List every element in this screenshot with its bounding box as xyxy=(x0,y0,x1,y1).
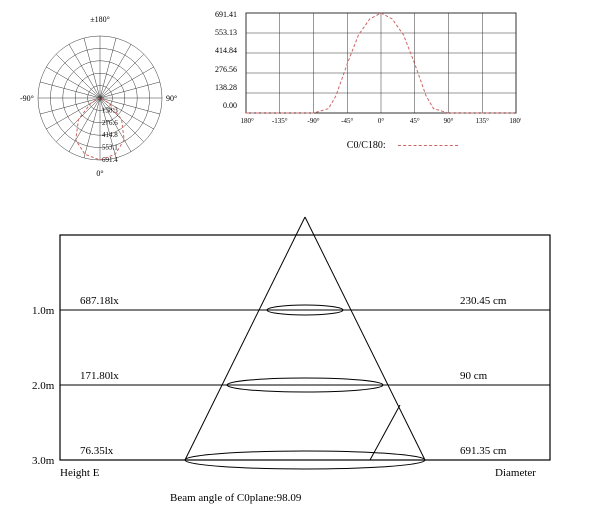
legend-label: C0/C180: xyxy=(347,140,386,151)
cone-diagram: 1.0m 687.18lx 230.45 cm 2.0m 171.80lx 90 cm 3.… xyxy=(30,210,570,504)
svg-text:138.3: 138.3 xyxy=(102,106,118,114)
svg-text:3.0m: 3.0m xyxy=(32,455,55,467)
svg-text:276.6: 276.6 xyxy=(102,119,118,127)
svg-text:171.80lx: 171.80lx xyxy=(80,370,119,382)
svg-text:45°: 45° xyxy=(410,117,420,125)
svg-text:0°: 0° xyxy=(96,169,103,178)
svg-text:90 cm: 90 cm xyxy=(460,370,488,382)
beam-angle-label: Beam angle of C0plane:98.09 xyxy=(170,492,570,504)
svg-text:-180°: -180° xyxy=(241,117,254,125)
svg-text:-45°: -45° xyxy=(341,117,353,125)
svg-text:-90°: -90° xyxy=(20,94,34,103)
svg-text:-90°: -90° xyxy=(307,117,319,125)
svg-text:Height E: Height E xyxy=(60,467,100,479)
cartesian-legend: C0/C180: xyxy=(215,140,590,151)
cone-svg: 1.0m 687.18lx 230.45 cm 2.0m 171.80lx 90 cm 3.… xyxy=(30,210,570,485)
svg-text:90°: 90° xyxy=(444,117,454,125)
svg-text:2.0m: 2.0m xyxy=(32,380,55,392)
cartesian-svg: -180° -135° -90° -45° 0° 45° 90° 135° 180° xyxy=(241,10,521,125)
svg-text:691.35 cm: 691.35 cm xyxy=(460,445,507,457)
svg-text:691.4: 691.4 xyxy=(102,156,118,164)
svg-text:90°: 90° xyxy=(166,94,177,103)
svg-text:414.8: 414.8 xyxy=(102,131,118,139)
svg-text:1.0m: 1.0m xyxy=(32,305,55,317)
svg-text:135°: 135° xyxy=(476,117,490,125)
polar-plot: 138.3 276.6 414.8 553.1 691.4 ±180° 0° -90° 90° xyxy=(10,10,190,190)
cartesian-plot: 691.41553.13414.84276.56138.280.00 -180°… xyxy=(215,10,590,151)
svg-text:230.45 cm: 230.45 cm xyxy=(460,295,507,307)
legend-line xyxy=(398,145,458,146)
cartesian-y-labels: 691.41553.13414.84276.56138.280.00 xyxy=(215,10,241,110)
svg-text:Diameter: Diameter xyxy=(495,467,536,479)
svg-text:553.1: 553.1 xyxy=(102,144,118,152)
svg-text:0°: 0° xyxy=(378,117,385,125)
polar-svg: 138.3 276.6 414.8 553.1 691.4 ±180° 0° -90° 90° xyxy=(10,10,190,190)
svg-text:76.35lx: 76.35lx xyxy=(80,445,114,457)
svg-text:±180°: ±180° xyxy=(90,15,110,24)
svg-text:687.18lx: 687.18lx xyxy=(80,295,119,307)
svg-text:-135°: -135° xyxy=(272,117,288,125)
svg-text:180°: 180° xyxy=(509,117,521,125)
